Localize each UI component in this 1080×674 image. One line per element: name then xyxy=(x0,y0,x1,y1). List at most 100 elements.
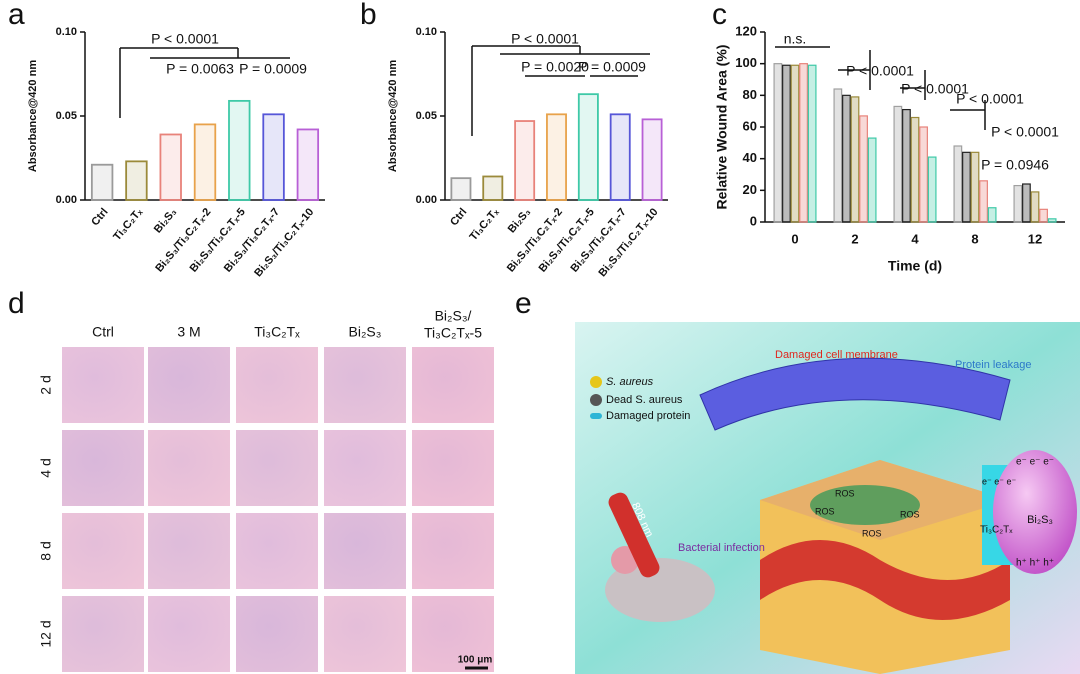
bar xyxy=(90,163,114,201)
bar xyxy=(799,63,808,223)
bar xyxy=(125,160,148,201)
bar xyxy=(577,93,599,201)
bar xyxy=(159,133,182,201)
infection-site xyxy=(810,485,920,525)
panel-label: a xyxy=(8,0,25,31)
annotation: P < 0.0001 xyxy=(511,31,579,47)
bar xyxy=(970,151,980,223)
bar xyxy=(987,207,997,223)
x-tick-label: Ti₃C₂Tₓ xyxy=(111,205,145,243)
y-axis-label: Relative Wound Area (%) xyxy=(714,45,730,210)
row-label: 8 d xyxy=(38,541,54,560)
bar xyxy=(546,113,567,201)
annotation: P < 0.0001 xyxy=(901,81,969,97)
y-tick-label: 0.05 xyxy=(56,110,77,122)
histology-texture xyxy=(324,513,406,589)
bar xyxy=(867,137,877,223)
bar xyxy=(962,151,971,223)
histology-texture xyxy=(412,430,494,506)
histology-texture xyxy=(324,347,406,423)
y-tick-label: 0.10 xyxy=(56,26,77,38)
y-tick-label: 20 xyxy=(743,182,757,197)
annotation: P < 0.0001 xyxy=(151,31,219,47)
row-label: 2 d xyxy=(38,375,54,394)
bar xyxy=(850,96,860,223)
tissue-layer xyxy=(760,540,1010,620)
x-tick-label: 2 xyxy=(851,231,858,246)
histology-texture xyxy=(148,513,230,589)
annotation: P < 0.0001 xyxy=(991,124,1059,140)
histology-texture xyxy=(324,430,406,506)
schematic-text: Dead S. aureus xyxy=(606,394,683,406)
schematic-text: e⁻ e⁻ e⁻ xyxy=(1016,457,1054,468)
histology-texture xyxy=(148,430,230,506)
histology-texture xyxy=(148,347,230,423)
bar xyxy=(807,64,817,223)
bar xyxy=(859,115,868,223)
histology-texture xyxy=(236,596,318,672)
bar xyxy=(842,94,851,223)
histology-texture xyxy=(324,596,406,672)
annotation: P = 0.0063 xyxy=(166,61,234,77)
bar xyxy=(919,126,928,223)
bar xyxy=(641,118,663,201)
bar xyxy=(773,63,783,223)
bar xyxy=(893,105,903,223)
y-tick-label: 0.00 xyxy=(416,194,437,206)
bar xyxy=(609,113,631,201)
x-tick-label: Bi₂S₃/Ti₃C₂Tₓ-7 xyxy=(569,206,629,275)
schematic-text: Protein leakage xyxy=(955,359,1031,371)
row-label: 4 d xyxy=(38,458,54,477)
bar xyxy=(833,88,843,223)
histology-texture xyxy=(236,430,318,506)
histology-texture xyxy=(412,347,494,423)
annotation: P < 0.0001 xyxy=(846,63,914,79)
x-tick-label: Bi₂S₃ xyxy=(152,206,179,235)
bar xyxy=(482,175,504,201)
bar xyxy=(953,145,963,223)
y-tick-label: 80 xyxy=(743,87,757,102)
laser xyxy=(608,492,660,578)
annotation: P = 0.0946 xyxy=(981,157,1049,173)
cell-membrane xyxy=(699,357,1011,431)
x-tick-label: 4 xyxy=(911,231,919,246)
schematic-text: S. aureus xyxy=(606,376,654,388)
panel-label: e xyxy=(515,287,532,320)
histology-texture xyxy=(236,513,318,589)
y-tick-label: 60 xyxy=(743,118,757,133)
schematic-text: e⁻ e⁻ e⁻ xyxy=(982,476,1017,486)
bar xyxy=(1030,191,1040,223)
x-tick-label: Bi₂S₃/Ti₃C₂Tₓ-2 xyxy=(505,206,565,275)
bar xyxy=(979,180,988,223)
y-axis-label: Absorbance@420 nm xyxy=(27,60,39,172)
schematic-text: h⁺ h⁺ h⁺ xyxy=(1016,558,1054,569)
bar xyxy=(1047,218,1057,223)
bar xyxy=(927,156,937,223)
histology-texture xyxy=(62,430,144,506)
y-tick-label: 0 xyxy=(750,213,757,228)
bar xyxy=(790,64,800,223)
y-tick-label: 0.10 xyxy=(416,26,437,38)
bar xyxy=(1022,183,1031,223)
histology-texture xyxy=(62,513,144,589)
column-header: 3 M xyxy=(177,324,200,340)
histology-texture xyxy=(62,596,144,672)
histology-texture xyxy=(412,513,494,589)
schematic-text: ROS xyxy=(900,509,920,519)
panel-label: c xyxy=(712,0,727,31)
annotation: P = 0.0020 xyxy=(521,59,589,75)
legend-icon xyxy=(590,413,602,419)
annotation: n.s. xyxy=(784,31,807,47)
schematic-text: Ti₃C₂Tₓ xyxy=(980,525,1013,536)
histology-texture xyxy=(412,596,494,672)
annotation: P = 0.0009 xyxy=(239,61,307,77)
row-label: 12 d xyxy=(38,620,54,647)
schematic-text: ROS xyxy=(835,488,855,498)
annotation: P = 0.0009 xyxy=(578,59,646,75)
bar xyxy=(296,128,320,201)
bar xyxy=(1039,208,1048,223)
bar xyxy=(450,177,472,201)
bar xyxy=(902,108,911,223)
x-tick-label: 0 xyxy=(791,231,798,246)
